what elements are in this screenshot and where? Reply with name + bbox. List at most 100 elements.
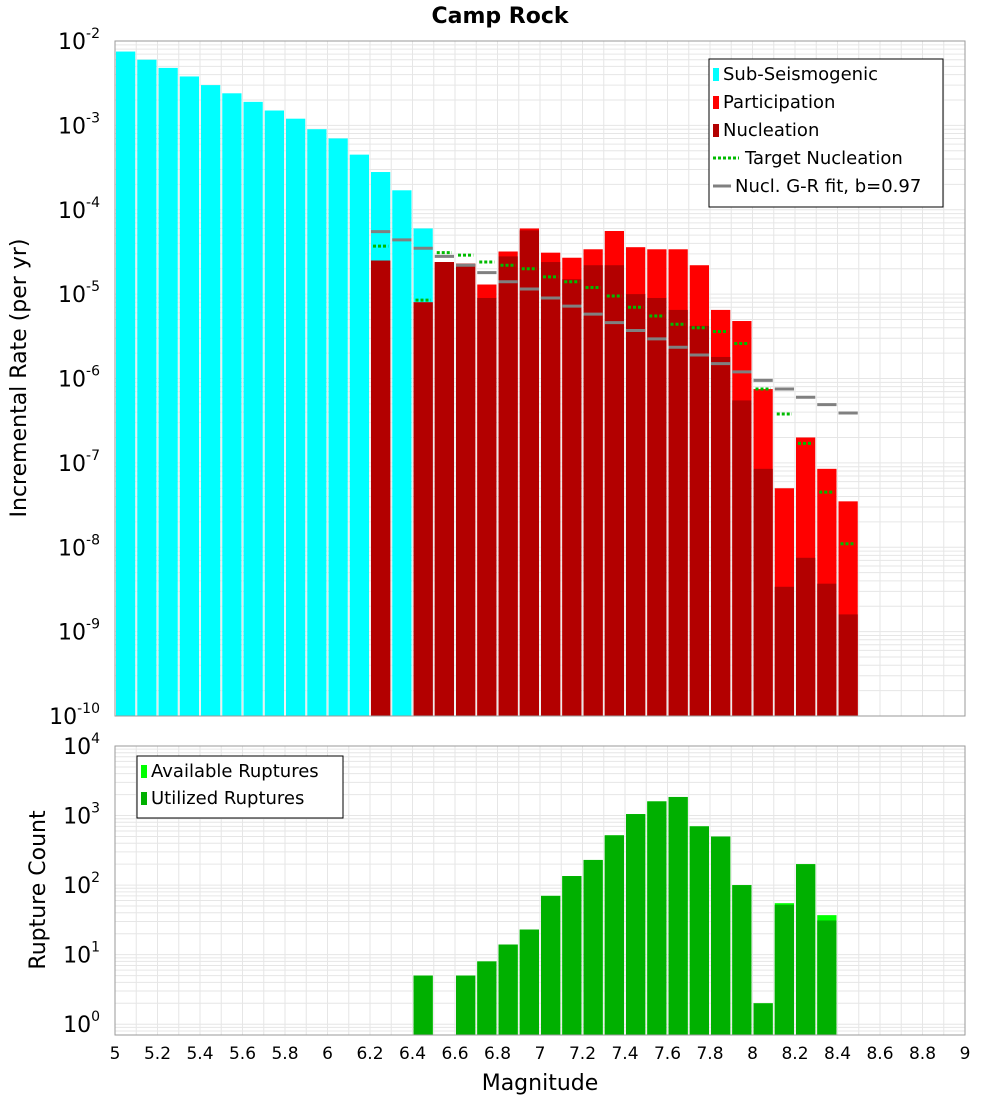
sub-seismogenic-bar — [158, 67, 178, 717]
y-tick-label: 10-3 — [58, 110, 100, 139]
utilized-ruptures-bar — [796, 864, 816, 1035]
x-ticks: 5 5.2 5.4 5.6 5.8 6 6.2 6.4 6.6 6.8 7 7.2 7.4 7.6 7.8 8… — [110, 1044, 971, 1064]
y-tick-label: 100 — [63, 1009, 100, 1038]
y-tick-label: 101 — [63, 940, 100, 969]
nucleation-bar — [456, 263, 476, 716]
utilized-ruptures-bar — [541, 895, 561, 1035]
nucleation-bar — [519, 230, 539, 716]
x-tick-label: 7.8 — [696, 1044, 723, 1064]
sub-seismogenic-bar — [222, 93, 242, 716]
rate-bars — [116, 51, 858, 717]
x-tick-label: 5.2 — [144, 1044, 171, 1064]
nucleation-bar — [626, 294, 646, 716]
x-tick-label: 8.6 — [866, 1044, 893, 1064]
chart-title: Camp Rock — [431, 4, 569, 29]
legend-swatch — [713, 96, 719, 109]
y-tick-label: 10-7 — [58, 448, 100, 477]
nucleation-bar — [583, 265, 603, 716]
sub-seismogenic-bar — [286, 118, 306, 716]
x-tick-label: 6.6 — [441, 1044, 468, 1064]
utilized-ruptures-bar — [774, 904, 794, 1035]
x-tick-label: 5.4 — [186, 1044, 213, 1064]
nucleation-bar — [647, 297, 667, 716]
sub-seismogenic-bar — [179, 76, 199, 717]
x-tick-label: 7.6 — [654, 1044, 681, 1064]
y-tick-label: 102 — [63, 870, 100, 899]
x-tick-label: 5.6 — [229, 1044, 256, 1064]
legend-swatch — [141, 792, 147, 805]
sub-seismogenic-bar — [328, 138, 348, 717]
x-tick-label: 7.2 — [569, 1044, 596, 1064]
utilized-ruptures-bar — [753, 1003, 773, 1035]
legend-swatch — [141, 765, 147, 778]
legend-swatch — [713, 68, 719, 81]
utilized-ruptures-bar — [626, 814, 646, 1035]
sub-seismogenic-bar — [201, 85, 221, 716]
utilized-ruptures-bar — [647, 801, 667, 1035]
x-tick-label: 5.8 — [271, 1044, 298, 1064]
legend-label: Target Nucleation — [744, 148, 903, 169]
utilized-ruptures-bar — [519, 929, 539, 1035]
y-tick-label: 10-5 — [58, 279, 100, 308]
nucleation-bar — [413, 302, 433, 716]
x-tick-label: 5 — [110, 1044, 121, 1064]
nucleation-bar — [774, 586, 794, 716]
utilized-ruptures-bar — [732, 885, 752, 1035]
count-y-axis-label: Rupture Count — [26, 810, 51, 970]
rate-y-ticks: 10-10 10-9 10-8 10-7 10-6 10-5 10-4 10-3 10-2 — [49, 26, 100, 730]
legend-label: Utilized Ruptures — [151, 788, 304, 809]
x-tick-label: 8 — [747, 1044, 758, 1064]
x-tick-label: 6.4 — [399, 1044, 426, 1064]
rate-panel: 10-10 10-9 10-8 10-7 10-6 10-5 10-4 10-3 10-2 In… — [7, 26, 966, 730]
sub-seismogenic-bar — [243, 101, 263, 716]
utilized-ruptures-bar — [668, 796, 688, 1035]
nucleation-bar — [371, 260, 391, 716]
utilized-ruptures-bar — [689, 826, 709, 1035]
utilized-ruptures-bar — [413, 975, 433, 1035]
nucleation-bar — [668, 309, 688, 716]
utilized-ruptures-bar — [604, 835, 624, 1035]
utilized-ruptures-bar — [562, 876, 582, 1035]
sub-seismogenic-bar — [137, 59, 157, 716]
sub-seismogenic-bar — [264, 110, 284, 716]
legend-label: Nucl. G-R fit, b=0.97 — [735, 176, 921, 197]
nucleation-bar — [689, 325, 709, 716]
nucleation-bar — [817, 583, 837, 716]
rate-y-axis-label: Incremental Rate (per yr) — [7, 239, 32, 518]
count-panel: 100 101 102 103 104 Rupture Count Available … — [26, 731, 966, 1038]
nucleation-bar — [562, 279, 582, 716]
utilized-ruptures-bar — [817, 920, 837, 1035]
x-axis-label: Magnitude — [482, 1071, 599, 1096]
legend-label: Participation — [723, 92, 835, 113]
legend-box — [136, 755, 344, 819]
x-tick-label: 6 — [322, 1044, 333, 1064]
x-tick-label: 6.8 — [484, 1044, 511, 1064]
legend-label: Nucleation — [723, 120, 819, 141]
legend-label: Sub-Seismogenic — [723, 64, 878, 85]
y-tick-label: 10-6 — [58, 364, 100, 393]
nucleation-bar — [732, 400, 752, 716]
nucleation-bar — [477, 297, 497, 716]
count-legend: Available Ruptures Utilized Ruptures — [136, 755, 344, 819]
x-tick-label: 9 — [960, 1044, 971, 1064]
nucleation-bar — [753, 468, 773, 716]
x-tick-label: 7 — [535, 1044, 546, 1064]
sub-seismogenic-bar — [307, 129, 327, 717]
nucleation-bar — [838, 614, 858, 716]
legend-box — [708, 58, 944, 208]
nucleation-bar — [541, 262, 561, 716]
nucleation-bar — [604, 265, 624, 716]
x-tick-label: 7.4 — [611, 1044, 638, 1064]
utilized-ruptures-bar — [498, 944, 518, 1035]
rate-fit-marks — [371, 230, 858, 546]
sub-seismogenic-bar — [392, 190, 412, 716]
y-tick-label: 10-9 — [58, 617, 100, 646]
sub-seismogenic-bar — [349, 154, 369, 716]
y-tick-label: 10-4 — [58, 195, 100, 224]
count-plot-frame — [114, 745, 966, 1036]
utilized-ruptures-bar — [711, 836, 731, 1035]
nucleation-bar — [796, 557, 816, 716]
x-tick-label: 6.2 — [356, 1044, 383, 1064]
utilized-ruptures-bar — [456, 975, 476, 1035]
legend-swatch — [713, 124, 719, 137]
